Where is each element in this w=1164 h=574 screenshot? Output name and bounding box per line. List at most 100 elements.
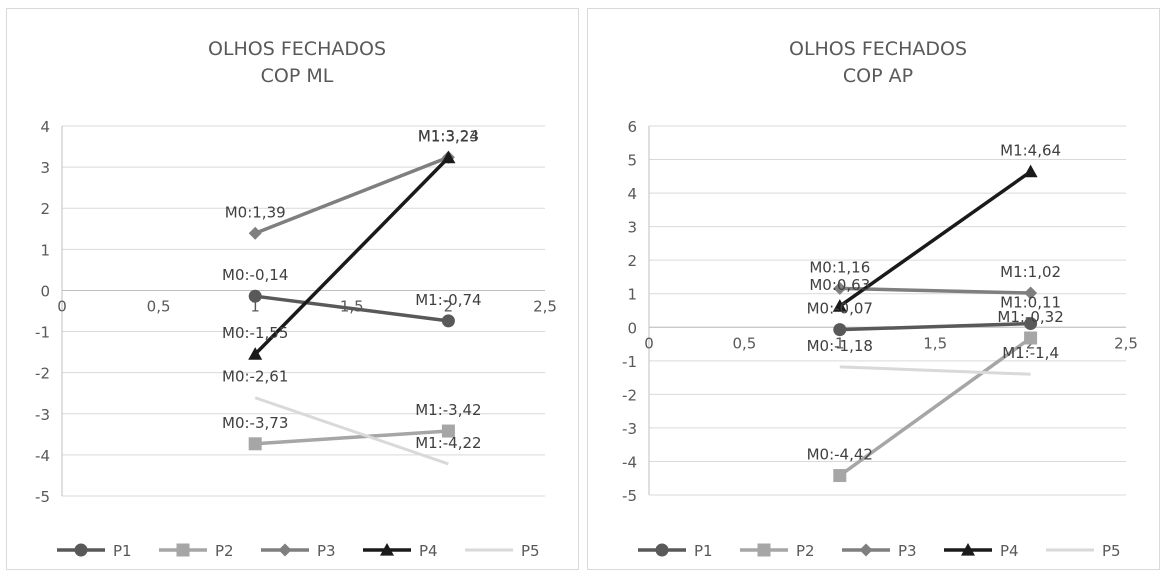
x-tick-label: 2,5 xyxy=(533,297,557,315)
data-point-p2 xyxy=(441,424,455,438)
data-label-p1: M1:0,11 xyxy=(1000,294,1061,312)
series-line-p4 xyxy=(838,170,1032,308)
legend-label-p4: P4 xyxy=(1000,542,1019,560)
y-tick-label: 1 xyxy=(40,241,50,259)
y-tick-label: -1 xyxy=(622,353,637,371)
legend-marker-p3 xyxy=(278,543,292,557)
data-label-p5: M0:-1,18 xyxy=(807,337,873,355)
series-line-p3 xyxy=(254,155,450,235)
data-label-p4: M0:0,63 xyxy=(809,276,870,294)
series-line-p5 xyxy=(839,365,1031,376)
data-label-p3: M1:1,02 xyxy=(1000,263,1061,281)
x-tick-label: 0,5 xyxy=(732,334,756,352)
legend-marker-p4 xyxy=(961,543,975,556)
y-tick-label: -2 xyxy=(35,365,50,383)
legend-marker-p2 xyxy=(757,543,771,557)
legend-label-p3: P3 xyxy=(898,542,917,560)
data-point-p2 xyxy=(248,437,262,451)
chart-title-line-1: OLHOS FECHADOS xyxy=(789,38,967,60)
y-tick-label: 3 xyxy=(40,159,50,177)
y-tick-label: 2 xyxy=(627,252,637,270)
y-tick-label: -3 xyxy=(622,420,637,438)
data-point-p2 xyxy=(833,469,847,483)
x-tick-label: 0 xyxy=(644,334,654,352)
legend-label-p2: P2 xyxy=(215,542,234,560)
chart-title-line-2: COP AP xyxy=(843,65,913,87)
data-point-p1 xyxy=(248,289,262,303)
legend-label-p4: P4 xyxy=(419,542,438,560)
x-tick-label: 1 xyxy=(250,297,260,315)
data-point-p4 xyxy=(441,150,456,164)
data-label-p1: M0:-0,07 xyxy=(807,300,873,318)
x-tick-label: 1,5 xyxy=(923,334,947,352)
y-tick-label: -4 xyxy=(622,453,637,471)
legend-marker-p3 xyxy=(859,543,873,557)
legend-marker-p1 xyxy=(74,543,88,557)
y-tick-label: -5 xyxy=(35,488,50,506)
data-label-p2: M0:-4,42 xyxy=(807,446,873,464)
chart-panel-cop-ap: OLHOS FECHADOS COP AP -5 -4 -3 -2 -1 0 1 2 3 4 5 6 0 0,… xyxy=(587,8,1160,570)
data-label-p5: M1:-4,22 xyxy=(415,434,481,452)
series-line-p1 xyxy=(254,294,449,323)
data-label-p2: M1:-0,32 xyxy=(997,308,1063,326)
y-tick-label: 0 xyxy=(627,319,637,337)
data-point-p3 xyxy=(833,281,847,295)
data-point-p1 xyxy=(833,323,847,337)
x-tick-label: 2,5 xyxy=(1114,334,1138,352)
legend-label-p1: P1 xyxy=(113,542,132,560)
y-tick-label: 6 xyxy=(627,118,637,136)
data-label-p2: M1:-3,42 xyxy=(415,401,481,419)
x-tick-label: 0,5 xyxy=(147,297,171,315)
x-tick-label: 2 xyxy=(444,297,454,315)
legend-label-p3: P3 xyxy=(317,542,336,560)
chart-cop-ap: OLHOS FECHADOS COP AP -5 -4 -3 -2 -1 0 1 2 3 4 5 6 0 0,… xyxy=(622,38,1138,560)
y-tick-label: 2 xyxy=(40,200,50,218)
legend-label-p1: P1 xyxy=(694,542,713,560)
y-tick-label: -5 xyxy=(622,487,637,505)
y-tick-label: -1 xyxy=(35,324,50,342)
chart-title-line-2: COP ML xyxy=(261,65,334,87)
data-point-p4 xyxy=(832,299,847,312)
legend-label-p5: P5 xyxy=(1102,542,1121,560)
legend-label-p2: P2 xyxy=(796,542,815,560)
chart-title-line-1: OLHOS FECHADOS xyxy=(208,38,386,60)
data-point-p3 xyxy=(248,226,262,240)
data-label-p3: M0:1,16 xyxy=(809,258,870,276)
chart-cop-ml: OLHOS FECHADOS COP ML -5 -4 -3 -2 -1 0 1 2 3 4 0 0,5 1… xyxy=(35,38,557,560)
data-label-p1: M0:-0,14 xyxy=(222,266,288,284)
data-point-p3 xyxy=(1024,286,1038,300)
data-label-p4: M0:-1,55 xyxy=(222,324,288,342)
y-tick-label: 4 xyxy=(627,185,637,203)
legend-marker-p1 xyxy=(655,543,669,557)
legend-marker-p2 xyxy=(176,543,190,557)
data-label-p1: M1:-0,74 xyxy=(415,291,481,309)
y-tick-label: 0 xyxy=(40,282,50,300)
data-point-p4 xyxy=(248,347,263,360)
data-label-p3: M1:3,24 xyxy=(418,127,479,145)
y-tick-label: -2 xyxy=(622,386,637,404)
data-label-p4: M1:4,64 xyxy=(1000,142,1061,160)
data-point-p2 xyxy=(1024,331,1038,345)
data-label-p5: M0:-2,61 xyxy=(222,368,288,386)
data-point-p1 xyxy=(1024,317,1038,331)
data-label-p5: M1:-1,4 xyxy=(1002,344,1059,362)
data-label-p2: M0:-3,73 xyxy=(222,414,288,432)
x-tick-label: 1 xyxy=(835,334,845,352)
chart-panel-cop-ml: OLHOS FECHADOS COP ML -5 -4 -3 -2 -1 0 1 2 3 4 0 0,5 1… xyxy=(6,8,579,570)
y-tick-label: -4 xyxy=(35,447,50,465)
data-point-p4 xyxy=(1023,164,1038,178)
legend-label-p5: P5 xyxy=(521,542,540,560)
series-line-p4 xyxy=(253,156,450,356)
series-line-p2 xyxy=(255,429,449,446)
data-label-p4: M1:3,23 xyxy=(418,128,479,146)
series-line-p5 xyxy=(254,396,449,466)
series-line-p1 xyxy=(839,321,1031,332)
series-line-p3 xyxy=(839,286,1031,295)
y-tick-label: -3 xyxy=(35,406,50,424)
y-tick-label: 3 xyxy=(627,219,637,237)
data-point-p1 xyxy=(441,314,455,328)
y-tick-label: 4 xyxy=(40,118,50,136)
series-line-p2 xyxy=(838,336,1032,477)
y-tick-label: 5 xyxy=(627,152,637,170)
legend-marker-p4 xyxy=(380,543,394,556)
